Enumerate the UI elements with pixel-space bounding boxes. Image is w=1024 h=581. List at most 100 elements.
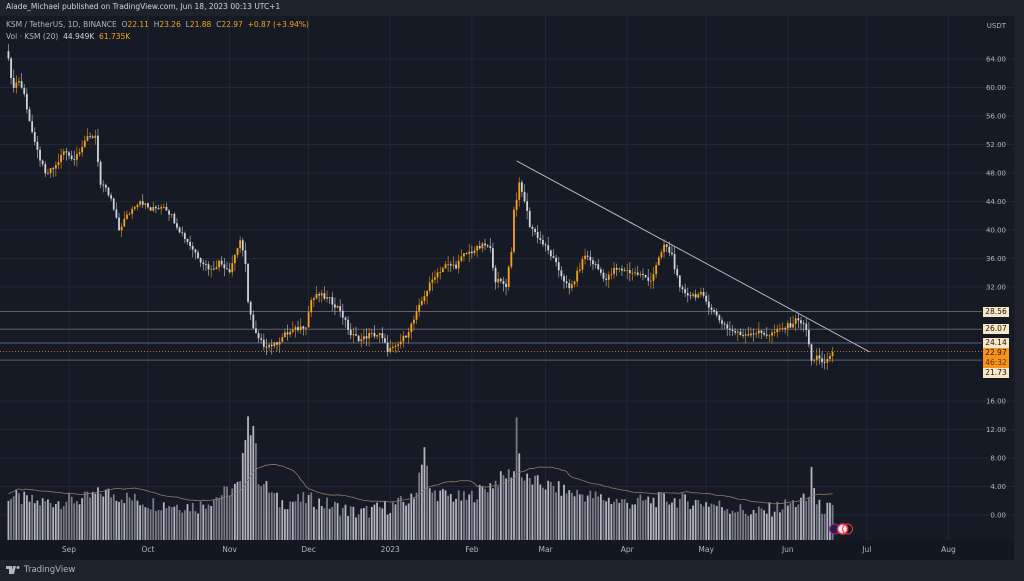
volume-bar (592, 498, 594, 540)
change-value: +0.87 (+3.94%) (247, 20, 309, 29)
volume-bar (357, 514, 360, 540)
candle-body (460, 256, 463, 261)
volume-bar (826, 502, 829, 540)
volume-bar (647, 496, 650, 540)
volume-bar (431, 492, 434, 540)
volume-bar (739, 504, 742, 540)
volume-bar (628, 508, 631, 540)
candle-body (602, 272, 605, 279)
candle-body (373, 332, 376, 337)
candle-body (652, 274, 655, 281)
volume-bar (689, 508, 692, 540)
volume-bar (449, 494, 452, 540)
volume-bar (728, 513, 731, 540)
volume-bar (189, 511, 192, 540)
candle-body (800, 320, 802, 324)
volume-bar (715, 505, 718, 540)
candle-body (89, 136, 91, 138)
candle-body (649, 280, 652, 282)
candle-body (813, 359, 816, 361)
volume-legend: Vol · KSM (20) 44.949K 61.735K (6, 32, 130, 42)
symbol-name[interactable]: KSM / TetherUS, 1D, BINANCE (6, 20, 117, 29)
volume-bar (452, 501, 455, 540)
volume-bar (557, 481, 560, 540)
volume-bar (423, 447, 426, 540)
volume-bar (249, 435, 252, 540)
price-tick-label: 56.00 (986, 113, 1006, 121)
time-tick-label: Feb (465, 545, 479, 554)
candle-body (810, 344, 813, 361)
volume-bar (236, 481, 239, 540)
volume-bar (226, 486, 228, 540)
volume-bar (286, 509, 289, 540)
time-tick-label: Aug (941, 545, 956, 554)
volume-bar (36, 500, 39, 540)
volume-bar (539, 484, 542, 540)
time-tick-label: Jul (861, 545, 871, 554)
candle-body (831, 352, 834, 356)
volume-bar (499, 471, 502, 540)
candle-body (584, 255, 586, 260)
volume-bar (615, 498, 618, 540)
current-price-value: 22.97 (985, 348, 1007, 357)
candle-body (689, 295, 692, 297)
volume-label[interactable]: Vol · KSM (20) (6, 32, 59, 41)
candle-body (721, 320, 723, 324)
volume-bar (723, 510, 726, 540)
volume-bar (810, 466, 813, 540)
candle-body (47, 173, 49, 174)
volume-bar (186, 504, 189, 540)
volume-bar (476, 499, 479, 540)
candle-body (39, 149, 41, 161)
time-tick-label: Dec (301, 545, 316, 554)
volume-bar (481, 486, 484, 540)
volume-bar (494, 480, 497, 540)
volume-bar (28, 501, 31, 540)
volume-bar (120, 499, 123, 540)
candle-body (713, 309, 715, 312)
volume-bar (15, 490, 18, 540)
candle-body (23, 87, 26, 94)
volume-bar (510, 477, 513, 540)
candle-body (457, 260, 460, 269)
price-chart[interactable]: Sep Oct Nov Dec 2023 Feb Mar Apr May Jun Jul Aug USD… (0, 16, 1014, 560)
volume-bar (784, 499, 787, 540)
volume-bar (660, 492, 663, 540)
candle-body (534, 228, 536, 233)
tradingview-logo[interactable]: TradingView (6, 565, 75, 575)
candle-body (312, 298, 315, 301)
volume-bar (420, 464, 423, 540)
volume-bar (528, 477, 531, 540)
volume-bar (297, 493, 299, 540)
price-level-tag: 28.56 (983, 306, 1009, 317)
volume-bar (571, 492, 573, 540)
brand-name: TradingView (24, 565, 76, 575)
candle-body (707, 301, 710, 308)
candle-body (407, 332, 410, 338)
volume-bar (389, 512, 392, 540)
candle-body (705, 295, 708, 302)
candle-body (397, 344, 400, 346)
currency-label: USDT (987, 22, 1007, 30)
chart-pane[interactable]: Sep Oct Nov Dec 2023 Feb Mar Apr May Jun Jul Aug USD… (0, 16, 1014, 560)
candle-body (734, 331, 737, 333)
candle-body (410, 323, 413, 333)
volume-bar (199, 501, 202, 540)
volume-bar (486, 492, 489, 540)
candle-body (352, 334, 355, 336)
volume-bar (581, 494, 584, 540)
candle-body (418, 304, 421, 312)
candle-body (110, 195, 113, 199)
volume-bar (273, 493, 276, 540)
volume-bar (112, 494, 115, 540)
volume-bar (702, 506, 705, 540)
high-label: H (153, 20, 160, 29)
volume-bar (513, 471, 515, 540)
price-tick-label: 40.00 (986, 227, 1006, 235)
volume-bar (534, 475, 536, 540)
candle-body (476, 246, 479, 251)
trendline (516, 160, 870, 353)
price-tick-label: 60.00 (986, 84, 1006, 92)
candle-body (91, 136, 94, 138)
candle-body (610, 273, 613, 275)
